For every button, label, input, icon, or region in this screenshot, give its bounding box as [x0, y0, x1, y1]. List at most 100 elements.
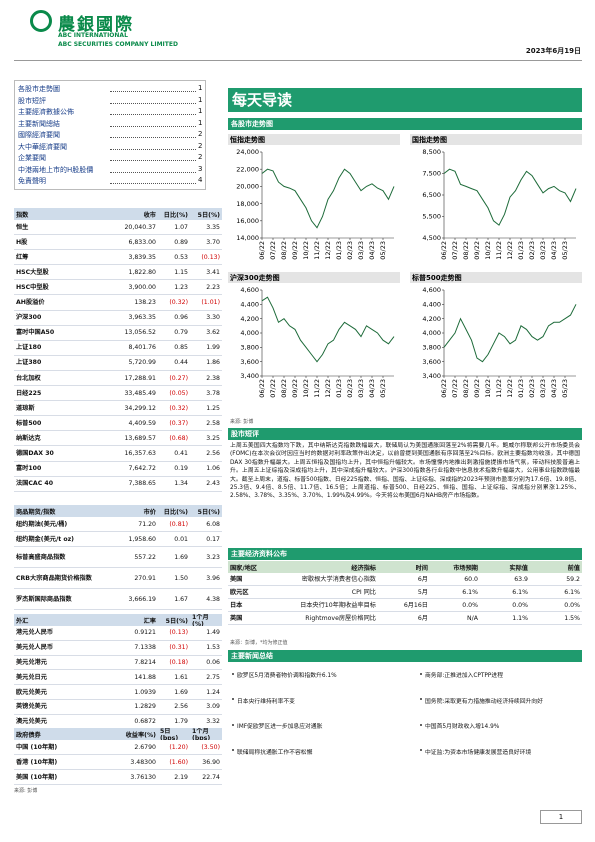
- table-cell: (0.05): [158, 386, 190, 402]
- x-tick-label: 03/23: [357, 379, 365, 398]
- y-tick-label: 22,000: [236, 165, 259, 173]
- table-cell: 0.53: [158, 250, 190, 266]
- table-cell: 1.99: [190, 341, 222, 356]
- table-cell: 1.50: [158, 568, 190, 589]
- y-tick-label: 8,500: [422, 148, 441, 156]
- toc-page: 3: [198, 164, 203, 173]
- x-tick-label: 04/23: [550, 241, 558, 260]
- chart: 恒指走势图 14,000 16,000 18,000 20,000 22,000 24,00…: [228, 134, 400, 260]
- x-tick-label: 11/22: [313, 241, 321, 260]
- y-tick-label: 4,400: [422, 301, 441, 309]
- toc-page: 2: [198, 130, 203, 138]
- table-cell: 0.0%: [480, 599, 530, 612]
- table-cell: 34,299.12: [102, 401, 158, 417]
- table-cell: 17,288.91: [102, 371, 158, 387]
- table-cell: (1.20): [158, 740, 190, 755]
- table-cell: 6月16日: [378, 599, 430, 612]
- table-cell: 36.90: [190, 755, 222, 770]
- table-cell: 1.1%: [480, 612, 530, 625]
- table-cell: 3.23: [190, 547, 222, 568]
- table-header: 指数: [14, 208, 102, 220]
- table-cell: N/A: [430, 612, 480, 625]
- table-cell: 标普500: [14, 416, 102, 432]
- toc-leader: [110, 183, 196, 184]
- chart: 标普500走势图 3,400 3,600 3,800 4,000 4,200 4,400 4,…: [410, 272, 582, 398]
- x-tick-label: 12/22: [506, 241, 514, 260]
- table-cell: 3.35: [190, 220, 222, 236]
- table-cell: 1.06: [190, 462, 222, 477]
- x-tick-label: 02/23: [528, 379, 536, 398]
- table-cell: 1,822.80: [102, 265, 158, 281]
- table-cell: 4,409.59: [102, 416, 158, 432]
- table-cell: 德国DAX 30: [14, 447, 102, 462]
- toc-leader: [110, 137, 196, 138]
- table-cell: 7.1338: [102, 641, 158, 656]
- table-header: 实际值: [480, 561, 530, 573]
- bullet: [232, 749, 234, 751]
- news-item: 欧罗区5月消费者物价调和指数升6.1%: [237, 673, 337, 679]
- table-cell: 557.22: [102, 547, 158, 568]
- news-item: 中证监:为资本市场健康发展营造良好环境: [425, 749, 532, 756]
- section-heading: 主要新闻总结: [228, 650, 582, 662]
- y-tick-label: 3,600: [240, 358, 259, 366]
- chart-title-bar: [228, 272, 400, 283]
- x-tick-label: 11/22: [313, 379, 321, 398]
- y-tick-label: 5,500: [422, 213, 441, 221]
- table-cell: 日经225: [14, 386, 102, 402]
- x-tick-label: 08/22: [462, 241, 470, 260]
- news-item: 日本央行维持利率不变: [237, 698, 295, 705]
- table-cell: 4.38: [190, 589, 222, 610]
- section-heading: 股市短评: [228, 428, 582, 440]
- table-cell: 0.41: [158, 447, 190, 462]
- table-cell: 香港 (10年期): [14, 755, 102, 770]
- toc-leader: [110, 125, 196, 127]
- table-header: 国家/地区: [228, 561, 264, 573]
- bullet: [420, 698, 422, 700]
- toc-page: 2: [198, 141, 203, 150]
- toc-page: 1: [198, 95, 203, 104]
- table-cell: 6月: [378, 573, 430, 586]
- table-cell: 富时100: [14, 462, 102, 477]
- toc-page: 4: [198, 176, 203, 184]
- x-tick-label: 05/23: [561, 241, 569, 260]
- table-cell: 道琼斯: [14, 401, 102, 417]
- y-tick-label: 4,000: [240, 329, 259, 337]
- table-cell: 6.1%: [480, 586, 530, 599]
- x-tick-label: 08/22: [280, 379, 288, 398]
- table-cell: 纽约期油(美元/桶): [14, 517, 102, 532]
- x-tick-label: 03/23: [357, 241, 365, 260]
- bullet: [232, 723, 234, 726]
- table-cell: HSC大型股: [14, 265, 102, 281]
- table-cell: 0.44: [158, 356, 190, 371]
- table-cell: 3,900.00: [102, 280, 158, 296]
- table-cell: 1.15: [158, 265, 190, 281]
- table-cell: 3.48300: [102, 755, 158, 770]
- table-cell: 7,642.72: [102, 462, 158, 477]
- table-cell: 33,485.49: [102, 386, 158, 402]
- table-cell: 2.56: [158, 700, 190, 715]
- table-cell: 7,388.65: [102, 477, 158, 492]
- x-tick-label: 06/22: [440, 241, 448, 260]
- commentary-text: 上周五美国四大指数均下跌，其中纳斯达克指数跌幅最大，联储局认为美国通胀回落至2%…: [230, 443, 580, 500]
- x-tick-label: 03/23: [539, 241, 547, 260]
- table-cell: 1.5%: [530, 612, 582, 625]
- table-header: 日比(%): [158, 505, 190, 517]
- table-header: 汇率: [102, 614, 158, 626]
- table-cell: 1.07: [158, 220, 190, 236]
- toc-title: 免責聲明: [18, 177, 46, 185]
- table-cell: 13,056.52: [102, 326, 158, 341]
- y-tick-label: 3,600: [422, 358, 441, 366]
- table-cell: (0.18): [158, 656, 190, 671]
- x-tick-label: 07/22: [269, 379, 277, 398]
- table-cell: 3.96: [190, 568, 222, 589]
- table-cell: 59.2: [530, 573, 582, 586]
- x-tick-label: 10/22: [302, 241, 310, 260]
- toc-leader: [110, 148, 196, 150]
- bullet: [420, 723, 422, 726]
- table-cell: 3.70: [190, 235, 222, 251]
- logo-mark: [30, 10, 52, 32]
- x-tick-label: 01/23: [335, 379, 343, 398]
- table-cell: 0.19: [158, 462, 190, 477]
- y-tick-label: 4,600: [422, 286, 441, 294]
- table-cell: 1.0939: [102, 685, 158, 700]
